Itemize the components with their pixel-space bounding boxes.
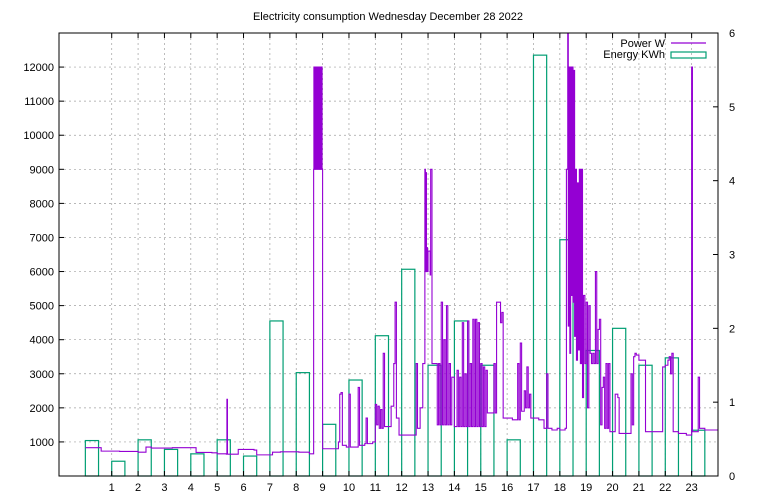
- energy-bar: [374, 335, 390, 477]
- x-tick-label: 8: [293, 482, 299, 494]
- power-line: [85, 32, 718, 456]
- x-tick-label: 23: [686, 482, 698, 494]
- energy-bar: [190, 453, 205, 477]
- x-tick-label: 11: [370, 482, 381, 494]
- y-tick-label: 9000: [30, 164, 54, 176]
- energy-bar: [111, 460, 126, 477]
- energy-bar: [295, 372, 311, 477]
- legend-power-label: Power W: [620, 38, 665, 50]
- y-tick-label: 6000: [30, 267, 54, 279]
- energy-bar: [348, 379, 363, 477]
- energy-bar: [427, 364, 442, 477]
- x-tick-label: 18: [554, 482, 566, 494]
- x-tick-label: 17: [527, 482, 539, 494]
- y2-tick-label: 3: [729, 250, 735, 262]
- y2-tick-label: 6: [729, 28, 735, 40]
- energy-bar: [664, 357, 680, 477]
- y-tick-label: 12000: [23, 62, 54, 74]
- energy-bar: [242, 455, 258, 477]
- y-tick-label: 4000: [30, 335, 54, 347]
- y-tick-label: 10000: [23, 130, 54, 142]
- y2-ticks: 0 1 2 3 4 5 6: [713, 28, 735, 483]
- energy-bars: [84, 54, 706, 477]
- y-tick-label: 8000: [30, 198, 54, 210]
- x-tick-label: 22: [659, 482, 671, 494]
- legend: Power W Energy KWh: [603, 38, 707, 61]
- energy-bar: [506, 439, 521, 477]
- x-tick-label: 20: [606, 482, 618, 494]
- x-tick-label: 19: [580, 482, 592, 494]
- y-tick-label: 7000: [30, 232, 54, 244]
- y-tick-label: 2000: [30, 403, 54, 415]
- x-tick-label: 21: [633, 482, 645, 494]
- energy-bar: [216, 439, 231, 477]
- energy-bar: [322, 423, 337, 477]
- y-tick-label: 1000: [30, 437, 54, 449]
- energy-bar: [532, 54, 548, 477]
- y-tick-label: 11000: [24, 96, 54, 108]
- x-tick-label: 1: [109, 482, 115, 494]
- x-tick-label: 3: [161, 482, 167, 494]
- energy-bar: [401, 268, 416, 477]
- y-tick-label: 3000: [30, 369, 54, 381]
- y2-tick-label: 0: [729, 471, 735, 483]
- y2-tick-label: 1: [729, 397, 735, 409]
- energy-bar: [84, 439, 100, 477]
- x-tick-label: 13: [422, 482, 434, 494]
- energy-bar: [137, 439, 152, 477]
- x-tick-label: 7: [267, 482, 273, 494]
- y-tick-label: 5000: [30, 301, 54, 313]
- y2-tick-label: 2: [729, 323, 735, 335]
- x-tick-label: 15: [475, 482, 487, 494]
- energy-bar: [269, 320, 284, 477]
- y2-tick-label: 4: [729, 176, 735, 188]
- chart-title: Electricity consumption Wednesday Decemb…: [253, 11, 523, 23]
- x-tick-label: 12: [396, 482, 408, 494]
- power-line-layer: [85, 32, 718, 456]
- x-tick-label: 4: [188, 482, 194, 494]
- x-tick-label: 14: [448, 482, 460, 494]
- x-tick-label: 2: [135, 482, 141, 494]
- energy-bar: [163, 448, 179, 477]
- x-tick-label: 16: [501, 482, 513, 494]
- legend-energy-label: Energy KWh: [603, 49, 665, 61]
- legend-energy-swatch: [670, 51, 707, 59]
- x-tick-label: 10: [343, 482, 355, 494]
- energy-bar: [691, 429, 706, 477]
- x-tick-label: 9: [320, 482, 326, 494]
- x-tick-label: 6: [240, 482, 246, 494]
- y2-tick-label: 5: [729, 102, 735, 114]
- y-ticks: 1000 2000 3000 4000 5000 6000 7000 8000 9000 1000…: [23, 62, 64, 449]
- x-tick-label: 5: [214, 482, 220, 494]
- x-ticks: 1 2 3 4 5 6 7 8 9 10 11 12 13 14 15 16 17 18 19 20 21 22 23: [109, 33, 698, 494]
- energy-bar: [585, 349, 600, 477]
